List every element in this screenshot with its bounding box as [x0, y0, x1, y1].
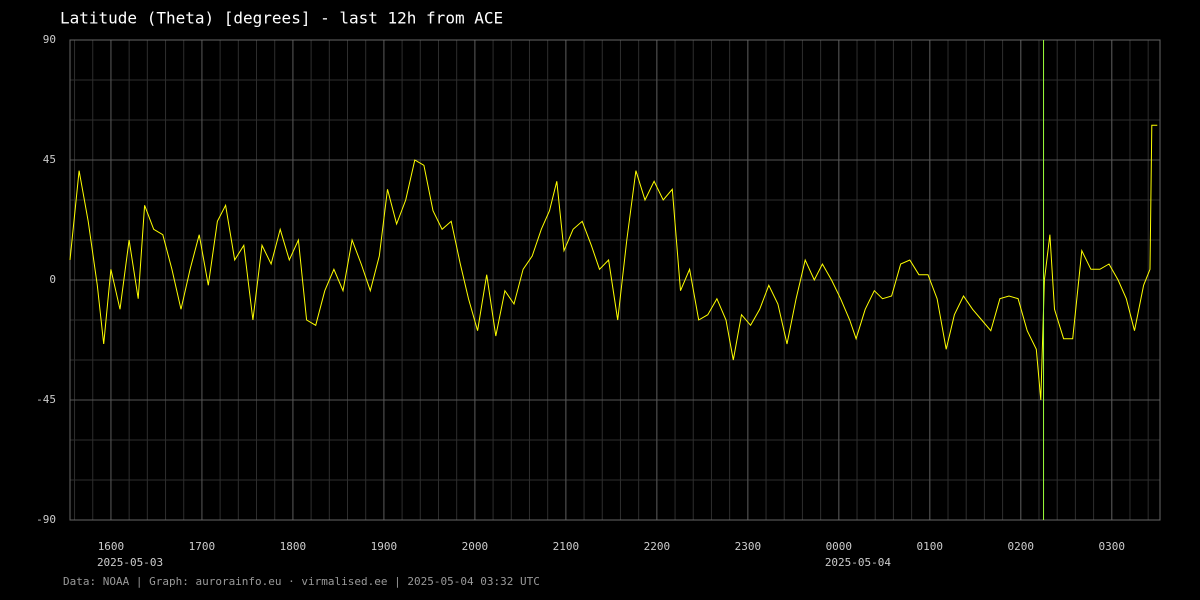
date-label: 2025-05-03 [97, 556, 163, 569]
x-tick-label: 1900 [371, 540, 398, 553]
x-tick-label: 2200 [644, 540, 671, 553]
x-tick-label: 1800 [280, 540, 307, 553]
y-tick-label: -90 [36, 513, 56, 526]
x-tick-label: 0200 [1008, 540, 1035, 553]
y-tick-label: -45 [36, 393, 56, 406]
data-line [69, 124, 1158, 401]
footer: Data: NOAA | Graph: aurorainfo.eu · virm… [63, 575, 540, 588]
x-tick-label: 2000 [462, 540, 489, 553]
x-tick-label: 2100 [553, 540, 580, 553]
y-tick-label: 45 [43, 153, 56, 166]
y-tick-label: 0 [49, 273, 56, 286]
plot-border [69, 39, 1161, 521]
chart-title: Latitude (Theta) [degrees] - last 12h fr… [60, 9, 503, 28]
x-tick-label: 0100 [917, 540, 944, 553]
x-tick-label: 0300 [1099, 540, 1126, 553]
x-tick-label: 1600 [98, 540, 125, 553]
x-tick-label: 1700 [189, 540, 216, 553]
x-tick-label: 2300 [735, 540, 762, 553]
y-tick-label: 90 [43, 33, 56, 46]
x-tick-label: 0000 [826, 540, 853, 553]
date-label: 2025-05-04 [825, 556, 892, 569]
